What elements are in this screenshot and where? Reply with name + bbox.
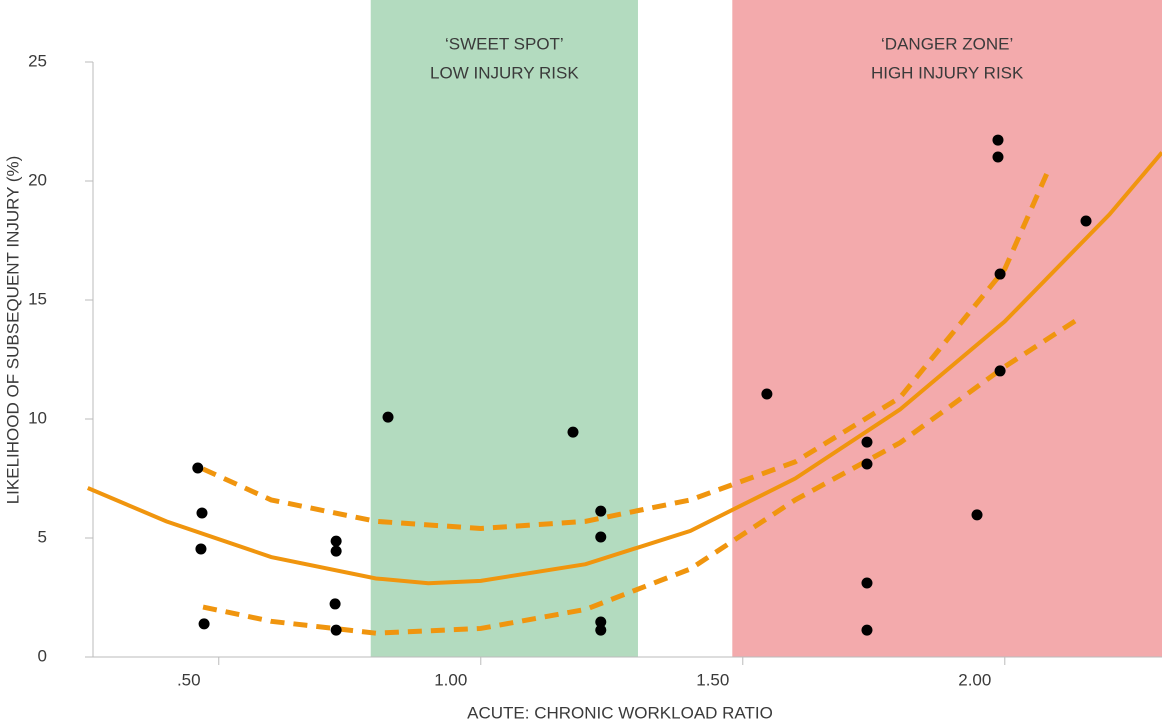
y-tick-label: 10 xyxy=(28,408,47,427)
y-tick-label: 25 xyxy=(28,51,47,70)
confidence-line xyxy=(202,172,1050,531)
y-tick-label: 20 xyxy=(28,170,47,189)
x-tick-label: 1.00 xyxy=(434,670,467,689)
point xyxy=(861,458,873,470)
zone xyxy=(732,0,1162,657)
point xyxy=(382,411,394,423)
confidence-line xyxy=(202,316,1080,636)
point xyxy=(330,624,342,636)
x-tick-label: .50 xyxy=(177,670,201,689)
point xyxy=(861,577,873,589)
point xyxy=(330,545,342,557)
zone-label: LOW INJURY RISK xyxy=(430,63,579,82)
x-axis-title: ACUTE: CHRONIC WORKLOAD RATIO xyxy=(467,703,773,722)
point xyxy=(329,598,341,610)
zone-label: ‘DANGER ZONE’ xyxy=(881,34,1013,53)
point xyxy=(861,624,873,636)
zone-label: ‘SWEET SPOT’ xyxy=(445,34,564,53)
zone xyxy=(370,0,638,657)
point xyxy=(196,507,208,519)
point xyxy=(595,531,607,543)
x-tick-label: 2.00 xyxy=(958,670,991,689)
fit-line xyxy=(86,151,1162,586)
point xyxy=(761,388,773,400)
y-axis-title: LIKELIHOOD OF SUBSEQUENT INJURY (%) xyxy=(3,156,22,505)
zone-label: HIGH INJURY RISK xyxy=(871,63,1024,82)
y-tick-label: 15 xyxy=(28,289,47,308)
point xyxy=(195,543,207,555)
point xyxy=(595,616,607,628)
point xyxy=(861,436,873,448)
point xyxy=(198,618,210,630)
point xyxy=(1080,215,1092,227)
point xyxy=(992,134,1004,146)
point xyxy=(595,505,607,517)
point xyxy=(192,462,204,474)
point xyxy=(971,509,983,521)
point xyxy=(567,426,579,438)
y-tick-label: 0 xyxy=(38,646,47,665)
point xyxy=(994,365,1006,377)
x-tick-label: 1.50 xyxy=(696,670,729,689)
point xyxy=(992,151,1004,163)
point xyxy=(595,624,607,636)
point xyxy=(994,268,1006,280)
y-tick-label: 5 xyxy=(38,527,47,546)
point xyxy=(330,535,342,547)
